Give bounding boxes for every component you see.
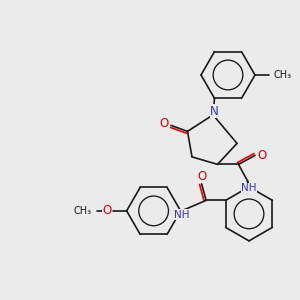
Text: O: O bbox=[160, 117, 169, 130]
Text: N: N bbox=[210, 105, 219, 118]
Text: CH₃: CH₃ bbox=[73, 206, 91, 216]
Text: O: O bbox=[257, 149, 266, 162]
Text: O: O bbox=[102, 204, 112, 218]
Text: O: O bbox=[197, 170, 206, 183]
Text: NH: NH bbox=[174, 210, 190, 220]
Text: CH₃: CH₃ bbox=[274, 70, 292, 80]
Text: NH: NH bbox=[241, 183, 257, 194]
